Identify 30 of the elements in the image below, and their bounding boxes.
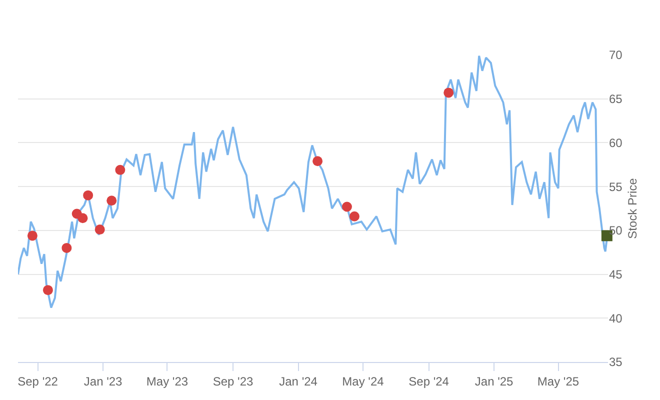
point xyxy=(312,156,323,166)
y-tick-label: 70 xyxy=(609,48,623,62)
y-tick-label: 40 xyxy=(609,311,623,326)
x-tick-label: Jan '25 xyxy=(474,374,514,388)
y-tick-label: 35 xyxy=(609,355,623,370)
point xyxy=(115,164,126,175)
point xyxy=(444,88,454,98)
x-tick-label: Jan '24 xyxy=(279,374,318,388)
y-tick-label: 60 xyxy=(609,136,623,150)
y-tick-label: 45 xyxy=(609,267,623,282)
y-tick-label: 50 xyxy=(609,224,623,238)
point xyxy=(342,202,352,212)
point xyxy=(349,211,360,222)
point xyxy=(83,190,94,200)
point xyxy=(106,196,117,206)
point xyxy=(78,213,88,224)
x-tick-label: Sep '24 xyxy=(408,374,450,388)
point xyxy=(42,285,53,296)
point xyxy=(62,242,72,253)
point xyxy=(27,230,38,241)
x-tick-label: Jan '23 xyxy=(84,374,123,388)
x-tick-label: Sep '23 xyxy=(212,374,254,388)
x-tick-label: May '23 xyxy=(146,374,188,388)
point xyxy=(94,224,105,235)
y-tick-label: 55 xyxy=(609,180,623,194)
y-axis-title: Stock Price xyxy=(626,178,640,239)
x-tick-label: Sep '22 xyxy=(18,374,58,388)
y-tick-label: 65 xyxy=(609,92,623,106)
x-tick-label: May '24 xyxy=(342,374,384,388)
x-tick-label: May '25 xyxy=(537,374,580,388)
